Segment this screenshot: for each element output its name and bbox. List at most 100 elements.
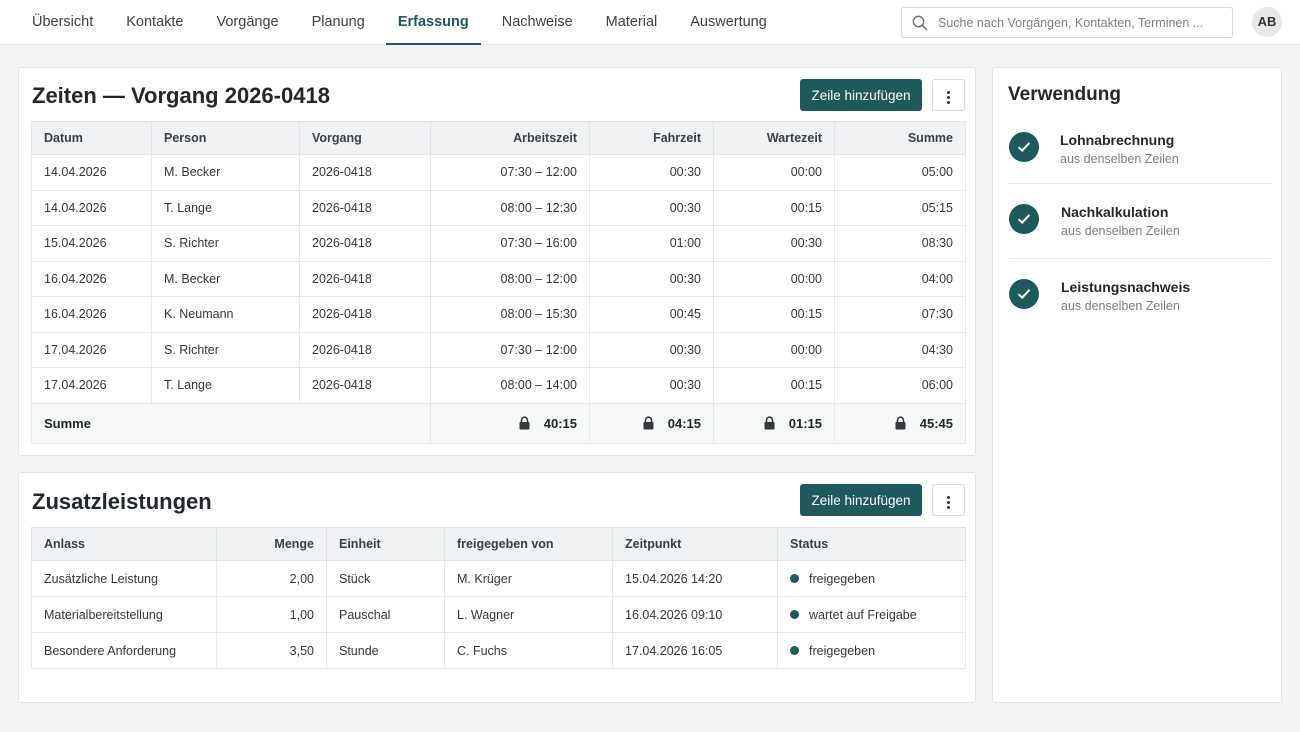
- column-header-zeitpunkt[interactable]: Zeitpunkt: [612, 527, 778, 561]
- cell-vorgang[interactable]: 2026-0418: [299, 260, 431, 297]
- cell-wartezeit[interactable]: 00:15: [713, 189, 835, 226]
- zusatz-add-row-button[interactable]: Zeile hinzufügen: [800, 484, 922, 516]
- nav-item-nachweise[interactable]: Nachweise: [501, 14, 573, 30]
- user-avatar[interactable]: AB: [1252, 7, 1282, 37]
- table-row[interactable]: 14.04.2026 T. Lange 2026-0418 08:00 – 12:30…: [31, 189, 966, 226]
- cell-wartezeit[interactable]: 00:00: [713, 154, 835, 191]
- nav-item-auswertung[interactable]: Auswertung: [690, 14, 767, 30]
- column-header-status[interactable]: Status: [777, 527, 966, 561]
- cell-wartezeit[interactable]: 00:00: [713, 260, 835, 297]
- cell-fahrzeit[interactable]: 01:00: [589, 225, 714, 262]
- cell-arbeitszeit[interactable]: 08:00 – 14:00: [430, 367, 590, 404]
- cell-datum[interactable]: 16.04.2026: [31, 260, 152, 297]
- zeiten-add-row-button[interactable]: Zeile hinzufügen: [800, 79, 922, 111]
- cell-status[interactable]: freigegeben: [777, 632, 966, 669]
- cell-summe[interactable]: 07:30: [834, 296, 966, 333]
- column-header-datum[interactable]: Datum: [31, 121, 152, 155]
- table-row[interactable]: 15.04.2026 S. Richter 2026-0418 07:30 – 16:…: [31, 225, 966, 262]
- nav-item-planung[interactable]: Planung: [311, 14, 365, 30]
- column-header-arbeitszeit[interactable]: Arbeitszeit: [430, 121, 590, 155]
- cell-datum[interactable]: 16.04.2026: [31, 296, 152, 333]
- cell-anlass[interactable]: Materialbereitstellung: [31, 596, 217, 633]
- cell-person[interactable]: K. Neumann: [151, 296, 300, 333]
- cell-freigegeben-von[interactable]: C. Fuchs: [444, 632, 613, 669]
- cell-anlass[interactable]: Besondere Anforderung: [31, 632, 217, 669]
- cell-zeitpunkt[interactable]: 15.04.2026 14:20: [612, 560, 778, 597]
- cell-fahrzeit[interactable]: 00:30: [589, 260, 714, 297]
- table-row[interactable]: Materialbereitstellung 1,00 Pauschal L. Wag…: [31, 596, 966, 633]
- cell-summe[interactable]: 08:30: [834, 225, 966, 262]
- column-header-anlass[interactable]: Anlass: [31, 527, 217, 561]
- table-row[interactable]: Besondere Anforderung 3,50 Stunde C. Fuchs 1…: [31, 632, 966, 669]
- cell-arbeitszeit[interactable]: 07:30 – 12:00: [430, 154, 590, 191]
- table-row[interactable]: 16.04.2026 M. Becker 2026-0418 08:00 – 12:0…: [31, 260, 966, 297]
- cell-arbeitszeit[interactable]: 08:00 – 12:00: [430, 260, 590, 297]
- nav-item-uebersicht[interactable]: Übersicht: [32, 14, 94, 30]
- cell-menge[interactable]: 2,00: [216, 560, 327, 597]
- cell-status[interactable]: wartet auf Freigabe: [777, 596, 966, 633]
- search-box[interactable]: [901, 7, 1233, 38]
- cell-arbeitszeit[interactable]: 08:00 – 12:30: [430, 189, 590, 226]
- cell-summe[interactable]: 05:15: [834, 189, 966, 226]
- cell-fahrzeit[interactable]: 00:30: [589, 367, 714, 404]
- cell-anlass[interactable]: Zusätzliche Leistung: [31, 560, 217, 597]
- zeiten-more-button[interactable]: [932, 79, 965, 111]
- table-row[interactable]: 17.04.2026 T. Lange 2026-0418 08:00 – 14:00…: [31, 367, 966, 404]
- cell-fahrzeit[interactable]: 00:30: [589, 154, 714, 191]
- cell-arbeitszeit[interactable]: 08:00 – 15:30: [430, 296, 590, 333]
- zusatz-more-button[interactable]: [932, 484, 965, 516]
- table-row[interactable]: Zusätzliche Leistung 2,00 Stück M. Krüger 15…: [31, 560, 966, 597]
- cell-summe[interactable]: 04:00: [834, 260, 966, 297]
- cell-person[interactable]: S. Richter: [151, 225, 300, 262]
- cell-wartezeit[interactable]: 00:15: [713, 367, 835, 404]
- cell-summe[interactable]: 04:30: [834, 331, 966, 368]
- column-header-menge[interactable]: Menge: [216, 527, 327, 561]
- cell-einheit[interactable]: Pauschal: [326, 596, 445, 633]
- cell-person[interactable]: T. Lange: [151, 367, 300, 404]
- nav-item-kontakte[interactable]: Kontakte: [126, 14, 184, 30]
- cell-fahrzeit[interactable]: 00:45: [589, 296, 714, 333]
- column-header-freigegeben-von[interactable]: freigegeben von: [444, 527, 613, 561]
- cell-freigegeben-von[interactable]: M. Krüger: [444, 560, 613, 597]
- cell-vorgang[interactable]: 2026-0418: [299, 331, 431, 368]
- cell-zeitpunkt[interactable]: 16.04.2026 09:10: [612, 596, 778, 633]
- cell-freigegeben-von[interactable]: L. Wagner: [444, 596, 613, 633]
- cell-datum[interactable]: 14.04.2026: [31, 189, 152, 226]
- cell-status[interactable]: freigegeben: [777, 560, 966, 597]
- column-header-fahrzeit[interactable]: Fahrzeit: [589, 121, 714, 155]
- cell-menge[interactable]: 3,50: [216, 632, 327, 669]
- cell-vorgang[interactable]: 2026-0418: [299, 367, 431, 404]
- column-header-vorgang[interactable]: Vorgang: [299, 121, 431, 155]
- cell-vorgang[interactable]: 2026-0418: [299, 154, 431, 191]
- cell-wartezeit[interactable]: 00:30: [713, 225, 835, 262]
- cell-menge[interactable]: 1,00: [216, 596, 327, 633]
- cell-zeitpunkt[interactable]: 17.04.2026 16:05: [612, 632, 778, 669]
- nav-item-erfassung[interactable]: Erfassung: [382, 0, 485, 45]
- cell-einheit[interactable]: Stück: [326, 560, 445, 597]
- nav-item-vorgaenge[interactable]: Vorgänge: [216, 14, 279, 30]
- table-row[interactable]: 17.04.2026 S. Richter 2026-0418 07:30 – 12:…: [31, 331, 966, 368]
- cell-summe[interactable]: 06:00: [834, 367, 966, 404]
- cell-person[interactable]: M. Becker: [151, 154, 300, 191]
- column-header-einheit[interactable]: Einheit: [326, 527, 445, 561]
- cell-wartezeit[interactable]: 00:15: [713, 296, 835, 333]
- column-header-person[interactable]: Person: [151, 121, 300, 155]
- cell-fahrzeit[interactable]: 00:30: [589, 331, 714, 368]
- cell-arbeitszeit[interactable]: 07:30 – 12:00: [430, 331, 590, 368]
- cell-vorgang[interactable]: 2026-0418: [299, 225, 431, 262]
- cell-person[interactable]: S. Richter: [151, 331, 300, 368]
- cell-wartezeit[interactable]: 00:00: [713, 331, 835, 368]
- cell-fahrzeit[interactable]: 00:30: [589, 189, 714, 226]
- cell-datum[interactable]: 17.04.2026: [31, 331, 152, 368]
- cell-summe[interactable]: 05:00: [834, 154, 966, 191]
- cell-einheit[interactable]: Stunde: [326, 632, 445, 669]
- table-row[interactable]: 14.04.2026 M. Becker 2026-0418 07:30 – 12:0…: [31, 154, 966, 191]
- cell-datum[interactable]: 14.04.2026: [31, 154, 152, 191]
- cell-datum[interactable]: 15.04.2026: [31, 225, 152, 262]
- cell-person[interactable]: M. Becker: [151, 260, 300, 297]
- cell-arbeitszeit[interactable]: 07:30 – 16:00: [430, 225, 590, 262]
- column-header-summe[interactable]: Summe: [834, 121, 966, 155]
- cell-person[interactable]: T. Lange: [151, 189, 300, 226]
- column-header-wartezeit[interactable]: Wartezeit: [713, 121, 835, 155]
- cell-vorgang[interactable]: 2026-0418: [299, 296, 431, 333]
